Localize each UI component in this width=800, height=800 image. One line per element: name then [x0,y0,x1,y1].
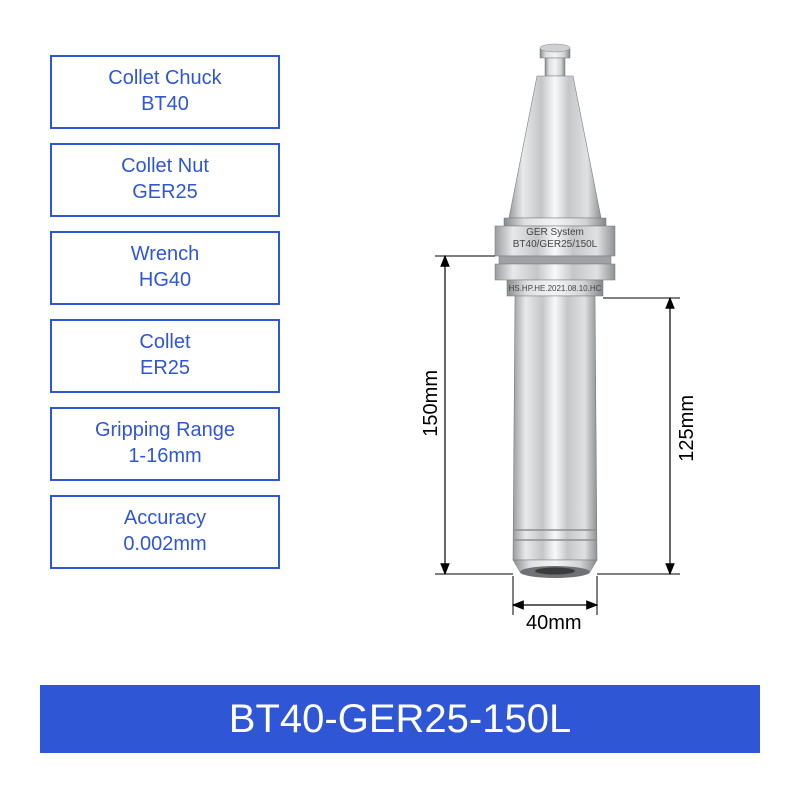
engraving-serial: HS.HP.HE.2021.08.10.HC [506,284,604,294]
spec-value: BT40 [52,91,278,117]
spec-list: Collet ChuckBT40 Collet NutGER25 WrenchHG4… [50,55,280,569]
engraving-text: GER System BT40/GER25/150L [506,227,604,251]
spec-value: 0.002mm [52,531,278,557]
spec-box: Gripping Range1-16mm [50,407,280,481]
spec-box: ColletER25 [50,319,280,393]
spec-label: Wrench [52,241,278,267]
spec-box: Accuracy0.002mm [50,495,280,569]
spec-value: HG40 [52,267,278,293]
title-bar: BT40-GER25-150L [40,685,760,753]
spec-box: Collet NutGER25 [50,143,280,217]
tool-diagram: GER System BT40/GER25/150L HS.HP.HE.2021… [380,40,740,660]
spec-label: Collet [52,329,278,355]
engraving-line3: HS.HP.HE.2021.08.10.HC [506,284,604,294]
dim-width-bottom: 40mm [526,612,582,635]
spec-box: WrenchHG40 [50,231,280,305]
spec-label: Gripping Range [52,417,278,443]
spec-label: Collet Chuck [52,65,278,91]
engraving-line1: GER System [506,227,604,239]
spec-box: Collet ChuckBT40 [50,55,280,129]
dim-height-right: 125mm [676,395,699,462]
title-text: BT40-GER25-150L [229,697,571,742]
spec-value: GER25 [52,179,278,205]
dim-height-left: 150mm [420,370,443,437]
spec-value: 1-16mm [52,443,278,469]
spec-label: Collet Nut [52,153,278,179]
spec-value: ER25 [52,355,278,381]
spec-label: Accuracy [52,505,278,531]
engraving-line2: BT40/GER25/150L [506,239,604,251]
